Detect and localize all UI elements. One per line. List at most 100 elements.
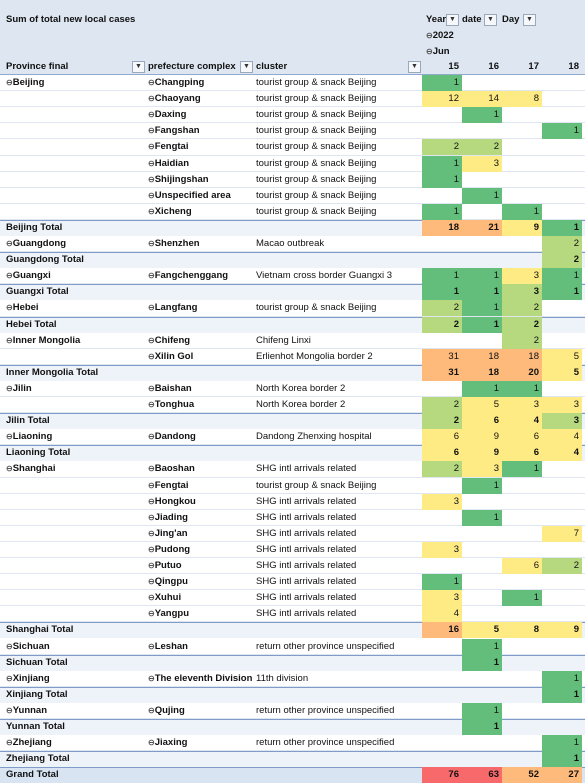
collapse-icon[interactable]: ⊖ (148, 544, 155, 554)
collapse-icon[interactable]: ⊖ (6, 738, 13, 748)
collapse-icon[interactable]: ⊖ (148, 738, 155, 748)
collapse-icon[interactable]: ⊖ (148, 239, 155, 248)
prefecture-cell[interactable]: ⊖Unspecified area (148, 188, 254, 204)
collapse-icon[interactable]: ⊖ (426, 31, 433, 40)
month-value[interactable]: ⊖Jun (426, 44, 486, 60)
collapse-icon[interactable]: ⊖ (148, 528, 155, 538)
collapse-icon[interactable]: ⊖ (148, 190, 155, 200)
collapse-icon[interactable]: ⊖ (148, 577, 155, 587)
prefecture-cell[interactable]: ⊖Baishan (148, 381, 254, 397)
province-cell[interactable]: ⊖Beijing (6, 75, 144, 91)
prefecture-filter-icon[interactable]: ▼ (240, 61, 253, 73)
year-value[interactable]: ⊖2022 (426, 28, 486, 44)
prefecture-cell[interactable]: ⊖Shenzhen (148, 236, 254, 252)
prefecture-cell[interactable]: ⊖Xicheng (148, 204, 254, 220)
province-cell[interactable]: ⊖Hebei (6, 300, 144, 316)
province-cell[interactable]: ⊖Sichuan (6, 639, 144, 655)
prefecture-cell[interactable]: ⊖Qingpu (148, 574, 254, 590)
collapse-icon[interactable]: ⊖ (148, 593, 155, 603)
collapse-icon[interactable]: ⊖ (6, 641, 13, 651)
collapse-icon[interactable]: ⊖ (148, 673, 155, 683)
date-filter-icon[interactable]: ▼ (484, 14, 497, 26)
prefecture-cell[interactable]: ⊖Changping (148, 75, 254, 91)
prefecture-cell[interactable]: ⊖Xilin Gol (148, 349, 254, 365)
collapse-icon[interactable]: ⊖ (6, 705, 13, 715)
prefecture-cell[interactable]: ⊖Fengtai (148, 139, 254, 155)
collapse-icon[interactable]: ⊖ (148, 383, 155, 393)
province-cell[interactable]: ⊖Zhejiang (6, 735, 144, 751)
collapse-icon[interactable]: ⊖ (6, 239, 13, 248)
prefecture-cell[interactable]: ⊖Fangshan (148, 123, 254, 139)
collapse-icon[interactable]: ⊖ (148, 480, 155, 490)
value-cell-day-18: 2 (542, 252, 582, 269)
prefecture-cell[interactable]: ⊖Dandong (148, 429, 254, 445)
value-cell-day-17: 4 (502, 413, 542, 430)
collapse-icon[interactable]: ⊖ (148, 142, 155, 152)
prefecture-cell[interactable]: ⊖Putuo (148, 558, 254, 574)
collapse-icon[interactable]: ⊖ (6, 464, 13, 474)
province-cell[interactable]: ⊖Yunnan (6, 703, 144, 719)
prefecture-cell[interactable]: ⊖Fangchenggang (148, 268, 254, 284)
province-cell[interactable]: ⊖Shanghai (6, 461, 144, 477)
prefecture-cell[interactable]: ⊖Xuhui (148, 590, 254, 606)
cluster-filter-icon[interactable]: ▼ (408, 61, 421, 73)
province-cell[interactable]: ⊖Liaoning (6, 429, 144, 445)
collapse-icon[interactable]: ⊖ (148, 110, 155, 120)
prefecture-cell[interactable]: ⊖Jiading (148, 510, 254, 526)
collapse-icon[interactable]: ⊖ (426, 47, 433, 56)
prefecture-cell[interactable]: ⊖Yangpu (148, 606, 254, 622)
province-cell[interactable]: ⊖Guangdong (6, 236, 144, 252)
collapse-icon[interactable]: ⊖ (148, 271, 155, 281)
prefecture-cell[interactable]: ⊖Qujing (148, 703, 254, 719)
collapse-icon[interactable]: ⊖ (148, 512, 155, 522)
collapse-icon[interactable]: ⊖ (148, 705, 155, 715)
day-filter-icon[interactable]: ▼ (523, 14, 536, 26)
collapse-icon[interactable]: ⊖ (6, 271, 13, 281)
collapse-icon[interactable]: ⊖ (148, 158, 155, 168)
prefecture-cell[interactable]: ⊖Jing'an (148, 526, 254, 542)
value-cell-day-15 (422, 381, 462, 397)
collapse-icon[interactable]: ⊖ (148, 432, 155, 442)
collapse-icon[interactable]: ⊖ (6, 432, 13, 442)
collapse-icon[interactable]: ⊖ (6, 303, 13, 313)
collapse-icon[interactable]: ⊖ (148, 78, 155, 87)
collapse-icon[interactable]: ⊖ (6, 335, 13, 345)
collapse-icon[interactable]: ⊖ (148, 351, 155, 361)
province-name: Yunnan (12, 704, 48, 716)
collapse-icon[interactable]: ⊖ (148, 561, 155, 570)
collapse-icon[interactable]: ⊖ (6, 78, 13, 87)
collapse-icon[interactable]: ⊖ (148, 609, 155, 619)
prefecture-cell[interactable]: ⊖Fengtai (148, 478, 254, 494)
year-filter-icon[interactable]: ▼ (446, 14, 459, 26)
collapse-icon[interactable]: ⊖ (148, 174, 155, 184)
collapse-icon[interactable]: ⊖ (148, 496, 155, 506)
province-cell[interactable]: ⊖Inner Mongolia (6, 333, 144, 349)
collapse-icon[interactable]: ⊖ (148, 94, 155, 104)
prefecture-cell[interactable]: ⊖Hongkou (148, 494, 254, 510)
collapse-icon[interactable]: ⊖ (148, 464, 155, 474)
prefecture-cell[interactable]: ⊖Baoshan (148, 461, 254, 477)
prefecture-cell[interactable]: ⊖Leshan (148, 639, 254, 655)
collapse-icon[interactable]: ⊖ (148, 335, 155, 345)
collapse-icon[interactable]: ⊖ (148, 126, 155, 136)
collapse-icon[interactable]: ⊖ (6, 673, 13, 683)
prefecture-cell[interactable]: ⊖Chifeng (148, 333, 254, 349)
province-filter-icon[interactable]: ▼ (132, 61, 145, 73)
collapse-icon[interactable]: ⊖ (148, 303, 155, 313)
prefecture-cell[interactable]: ⊖Jiaxing (148, 735, 254, 751)
prefecture-cell[interactable]: ⊖The eleventh Division (148, 671, 254, 687)
prefecture-cell[interactable]: ⊖Shijingshan (148, 172, 254, 188)
prefecture-cell[interactable]: ⊖Daxing (148, 107, 254, 123)
collapse-icon[interactable]: ⊖ (148, 206, 155, 216)
prefecture-cell[interactable]: ⊖Haidian (148, 156, 254, 172)
province-cell[interactable]: ⊖Xinjiang (6, 671, 144, 687)
prefecture-cell[interactable]: ⊖Langfang (148, 300, 254, 316)
province-cell[interactable]: ⊖Jilin (6, 381, 144, 397)
collapse-icon[interactable]: ⊖ (148, 400, 155, 409)
collapse-icon[interactable]: ⊖ (6, 383, 13, 393)
province-cell[interactable]: ⊖Guangxi (6, 268, 144, 284)
collapse-icon[interactable]: ⊖ (148, 641, 155, 651)
prefecture-cell[interactable]: ⊖Tonghua (148, 397, 254, 413)
prefecture-cell[interactable]: ⊖Pudong (148, 542, 254, 558)
prefecture-cell[interactable]: ⊖Chaoyang (148, 91, 254, 107)
